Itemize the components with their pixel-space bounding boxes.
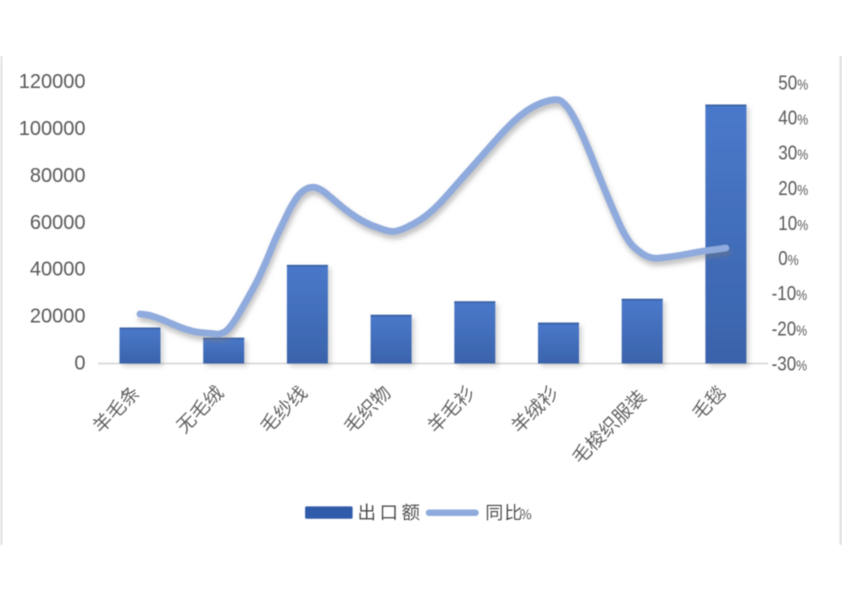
svg-text:40%: 40% — [778, 106, 808, 129]
svg-text:30%: 30% — [778, 141, 808, 164]
svg-text:120000: 120000 — [19, 71, 86, 93]
svg-text:60000: 60000 — [30, 212, 86, 234]
svg-text:20000: 20000 — [30, 306, 86, 328]
svg-text:50%: 50% — [778, 71, 808, 94]
svg-text:80000: 80000 — [30, 165, 86, 187]
svg-text:20%: 20% — [778, 176, 808, 199]
svg-text:40000: 40000 — [30, 259, 86, 281]
svg-text:-20%: -20% — [772, 317, 808, 340]
svg-text:0: 0 — [74, 353, 85, 375]
svg-text:-30%: -30% — [772, 352, 808, 375]
svg-text:0%: 0% — [778, 247, 798, 270]
svg-text:10%: 10% — [778, 212, 808, 235]
svg-text:100000: 100000 — [19, 118, 86, 140]
svg-text:-10%: -10% — [772, 282, 808, 305]
